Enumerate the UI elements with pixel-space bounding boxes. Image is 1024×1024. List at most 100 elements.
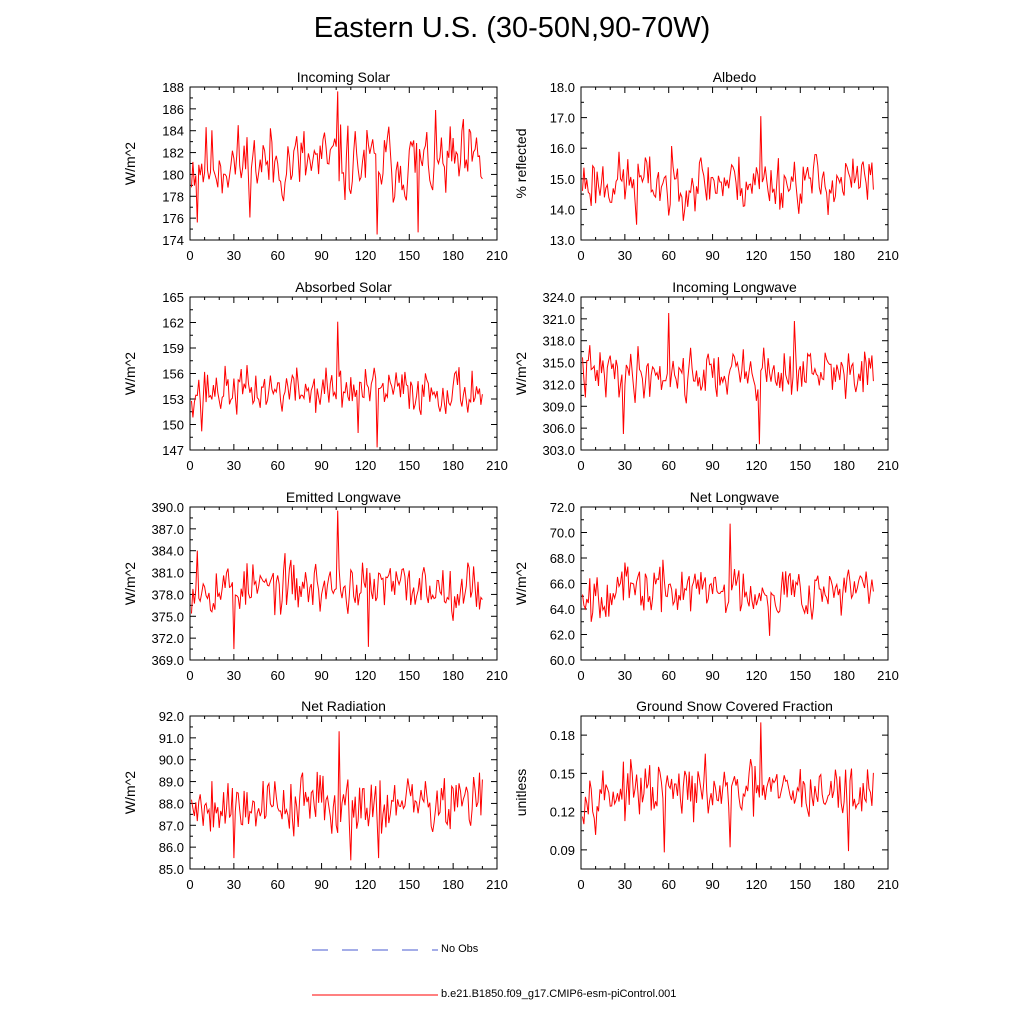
series-line-1 <box>582 312 874 445</box>
y-tick-label: 182 <box>162 146 184 161</box>
x-tick-label: 180 <box>442 668 464 683</box>
x-tick-label: 0 <box>186 877 193 892</box>
y-axis-label: W/m^2 <box>122 142 138 185</box>
y-axis-label: W/m^2 <box>122 771 138 814</box>
x-tick-label: 120 <box>355 877 377 892</box>
x-tick-label: 210 <box>877 458 899 473</box>
y-tick-label: 13.0 <box>550 233 575 248</box>
y-tick-label: 174 <box>162 233 184 248</box>
x-tick-label: 120 <box>355 248 377 263</box>
y-tick-label: 372.0 <box>151 631 184 646</box>
x-tick-label: 0 <box>577 668 584 683</box>
y-axis-label: W/m^2 <box>122 352 138 395</box>
x-tick-label: 210 <box>877 668 899 683</box>
panel-title: Emitted Longwave <box>286 489 401 505</box>
y-tick-label: 309.0 <box>542 399 575 414</box>
x-tick-label: 60 <box>661 248 675 263</box>
x-tick-label: 90 <box>705 668 719 683</box>
x-tick-label: 120 <box>746 877 768 892</box>
y-tick-label: 165 <box>162 290 184 305</box>
y-tick-label: 17.0 <box>550 111 575 126</box>
x-tick-label: 60 <box>661 877 675 892</box>
x-tick-label: 90 <box>705 877 719 892</box>
x-tick-label: 90 <box>314 877 328 892</box>
x-tick-label: 150 <box>789 668 811 683</box>
y-tick-label: 162 <box>162 316 184 331</box>
x-tick-label: 120 <box>746 458 768 473</box>
y-tick-label: 16.0 <box>550 141 575 156</box>
y-tick-label: 92.0 <box>159 709 184 724</box>
y-tick-label: 18.0 <box>550 80 575 95</box>
series-line-1 <box>191 91 483 235</box>
panel-4: 0 30 60 90 120 150 180 210 303.0 306.0 309.0 312.0 3… <box>513 279 899 473</box>
y-tick-label: 321.0 <box>542 312 575 327</box>
legend-obs-label: No Obs <box>441 943 479 955</box>
series-line-1 <box>191 731 483 861</box>
y-tick-label: 303.0 <box>542 443 575 458</box>
x-tick-label: 30 <box>227 877 241 892</box>
plot-frame <box>580 506 889 661</box>
plot-frame <box>580 715 889 870</box>
y-axis-label: unitless <box>513 769 529 816</box>
y-tick-label: 68.0 <box>550 551 575 566</box>
y-tick-label: 86.0 <box>159 840 184 855</box>
x-tick-label: 150 <box>398 877 420 892</box>
x-tick-label: 210 <box>486 668 508 683</box>
y-tick-label: 159 <box>162 341 184 356</box>
y-tick-label: 72.0 <box>550 500 575 515</box>
y-tick-label: 186 <box>162 102 184 117</box>
x-tick-label: 60 <box>270 668 284 683</box>
x-tick-label: 210 <box>486 248 508 263</box>
x-tick-label: 30 <box>227 668 241 683</box>
panel-title: Net Longwave <box>690 489 780 505</box>
y-tick-label: 15.0 <box>550 172 575 187</box>
x-tick-label: 120 <box>746 248 768 263</box>
y-axis-label: % reflected <box>513 128 529 198</box>
y-tick-label: 188 <box>162 80 184 95</box>
x-tick-label: 90 <box>314 458 328 473</box>
x-tick-label: 180 <box>442 877 464 892</box>
page-title: Eastern U.S. (30-50N,90-70W) <box>313 12 711 44</box>
panel-title: Incoming Solar <box>297 69 391 85</box>
y-tick-label: 90.0 <box>159 753 184 768</box>
x-tick-label: 0 <box>186 248 193 263</box>
panel-title: Net Radiation <box>301 698 386 714</box>
x-tick-label: 30 <box>618 458 632 473</box>
panel-2: 0 30 60 90 120 150 180 210 13.0 14.0 15.0 16.0 17.0 1… <box>513 69 899 263</box>
series-line-1 <box>582 722 874 853</box>
x-tick-label: 180 <box>833 458 855 473</box>
series-line-1 <box>191 321 483 448</box>
plot-frame <box>580 296 889 451</box>
x-tick-label: 210 <box>486 877 508 892</box>
series-line-1 <box>191 510 483 650</box>
x-tick-label: 180 <box>833 668 855 683</box>
x-tick-label: 0 <box>577 877 584 892</box>
y-tick-label: 369.0 <box>151 653 184 668</box>
panel-title: Albedo <box>713 69 757 85</box>
y-tick-label: 66.0 <box>550 577 575 592</box>
panel-title: Incoming Longwave <box>672 279 797 295</box>
x-tick-label: 120 <box>355 458 377 473</box>
y-tick-label: 312.0 <box>542 377 575 392</box>
x-tick-label: 30 <box>227 458 241 473</box>
y-tick-label: 64.0 <box>550 602 575 617</box>
y-tick-label: 375.0 <box>151 609 184 624</box>
x-tick-label: 30 <box>227 248 241 263</box>
x-tick-label: 60 <box>661 458 675 473</box>
y-tick-label: 89.0 <box>159 775 184 790</box>
x-tick-label: 60 <box>270 248 284 263</box>
x-tick-label: 60 <box>661 668 675 683</box>
series-line-1 <box>582 116 874 225</box>
y-tick-label: 14.0 <box>550 202 575 217</box>
x-tick-label: 180 <box>442 458 464 473</box>
y-tick-label: 88.0 <box>159 796 184 811</box>
y-axis-label: W/m^2 <box>122 562 138 605</box>
y-tick-label: 381.0 <box>151 566 184 581</box>
y-axis-label: W/m^2 <box>513 562 529 605</box>
x-tick-label: 180 <box>442 248 464 263</box>
y-tick-label: 315.0 <box>542 356 575 371</box>
x-tick-label: 30 <box>618 877 632 892</box>
series-line-1 <box>582 523 874 636</box>
x-tick-label: 210 <box>877 877 899 892</box>
